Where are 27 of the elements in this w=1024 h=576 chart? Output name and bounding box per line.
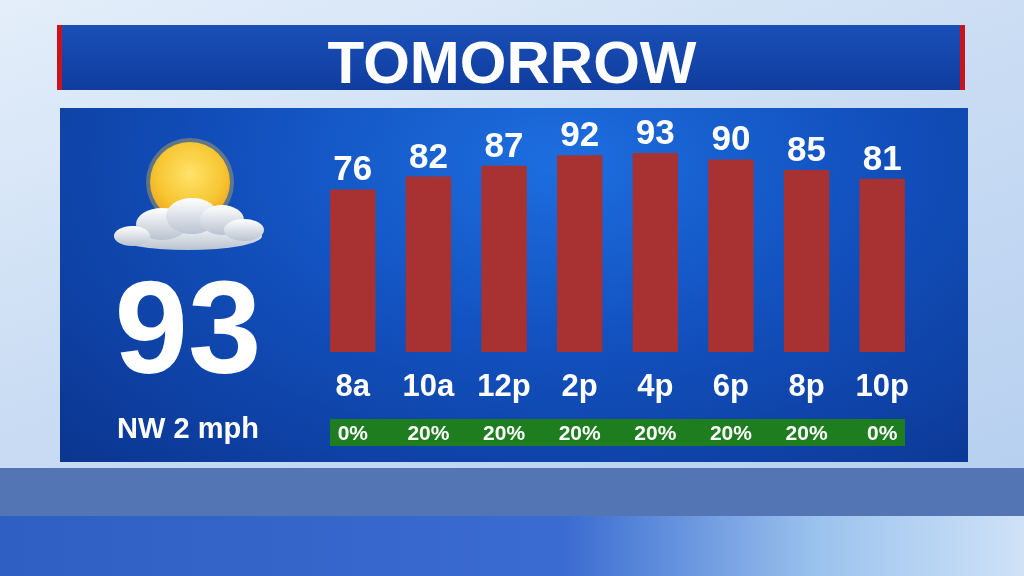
data-label: 90 — [711, 118, 751, 158]
x-tick-label: 6p — [712, 368, 750, 403]
text: 93 — [113, 254, 263, 401]
chart-title: TOMORROW — [327, 28, 697, 96]
data-label: 82 — [408, 135, 448, 175]
text: NW 2 mph — [116, 411, 260, 446]
data-label: 76 — [333, 148, 373, 188]
text: 20% — [633, 420, 678, 446]
x-tick-label: 10a — [402, 368, 456, 403]
data-label: 93 — [635, 112, 675, 151]
text: 20% — [406, 420, 451, 446]
data-label: 81 — [862, 137, 902, 177]
x-tick-label: 12p — [477, 368, 531, 403]
data-label: 85 — [787, 129, 827, 169]
text: 20% — [482, 420, 527, 446]
x-tick-label: 4p — [637, 368, 674, 403]
x-tick-label: 2p — [561, 368, 598, 403]
text: 0% — [336, 420, 369, 446]
x-tick-label: 10p — [855, 368, 909, 403]
data-label: 92 — [560, 114, 600, 154]
x-tick-label: 8a — [335, 368, 371, 403]
text: 20% — [708, 420, 753, 446]
text: 0% — [866, 420, 899, 446]
data-label: 87 — [484, 124, 524, 164]
x-tick-label: 8p — [788, 368, 825, 403]
text: 20% — [784, 420, 829, 446]
text: 20% — [557, 420, 602, 446]
